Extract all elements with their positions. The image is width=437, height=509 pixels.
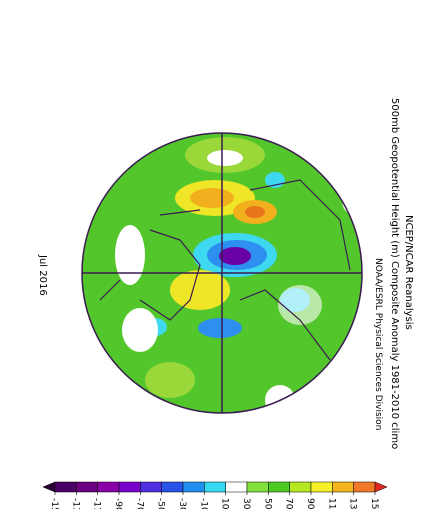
colorbar-label: 50 <box>262 498 272 509</box>
colorbar-segment <box>225 481 248 493</box>
colorbar-segment <box>353 481 376 493</box>
colorbar-end <box>42 481 56 493</box>
period: Jul 2016 <box>37 254 48 296</box>
subtitle: 500mb Geopotential Height (m) Composite … <box>389 98 400 449</box>
colorbar-label: -150 <box>49 498 59 509</box>
colorbar-segment <box>97 481 120 493</box>
colorbar-label: 30 <box>241 498 251 509</box>
colorbar-label: -50 <box>156 498 166 509</box>
colorbar-label: -30 <box>177 498 187 509</box>
colorbar-segment <box>289 481 312 493</box>
colorbar-segment <box>204 481 226 493</box>
colorbar-segment <box>118 481 141 493</box>
colorbar-segment <box>268 481 290 493</box>
colorbar-segment <box>246 481 269 493</box>
colorbar-label: 110 <box>326 498 336 509</box>
colorbar-segment <box>182 481 205 493</box>
colorbar-end <box>374 481 388 493</box>
colorbar-segment <box>161 481 184 493</box>
colorbar-segment <box>54 481 77 493</box>
colorbar-segment <box>140 481 162 493</box>
colorbar-label: -90 <box>113 498 123 509</box>
colorbar-segment <box>76 481 98 493</box>
colorbar-label: -110 <box>92 498 102 509</box>
colorbar-label: 150 <box>369 498 379 509</box>
colorbar-label: -130 <box>70 498 80 509</box>
colorbar: -150 -130 -110 -90 -70 -50 -30 -10 10 30 50 70 90 110… <box>42 481 388 509</box>
colorbar-label: 130 <box>348 498 358 509</box>
colorbar-segment <box>332 481 354 493</box>
colorbar-label: 70 <box>284 498 294 509</box>
colorbar-segment <box>310 481 333 493</box>
colorbar-label: -70 <box>134 498 144 509</box>
title: NCEP/NCAR Reanalysis <box>403 215 414 330</box>
colorbar-label: 90 <box>305 498 315 509</box>
colorbar-label: -10 <box>198 498 208 509</box>
colorbar-label: 10 <box>220 498 230 509</box>
source: NOAA/ESRL Physical Sciences Division <box>373 258 383 430</box>
